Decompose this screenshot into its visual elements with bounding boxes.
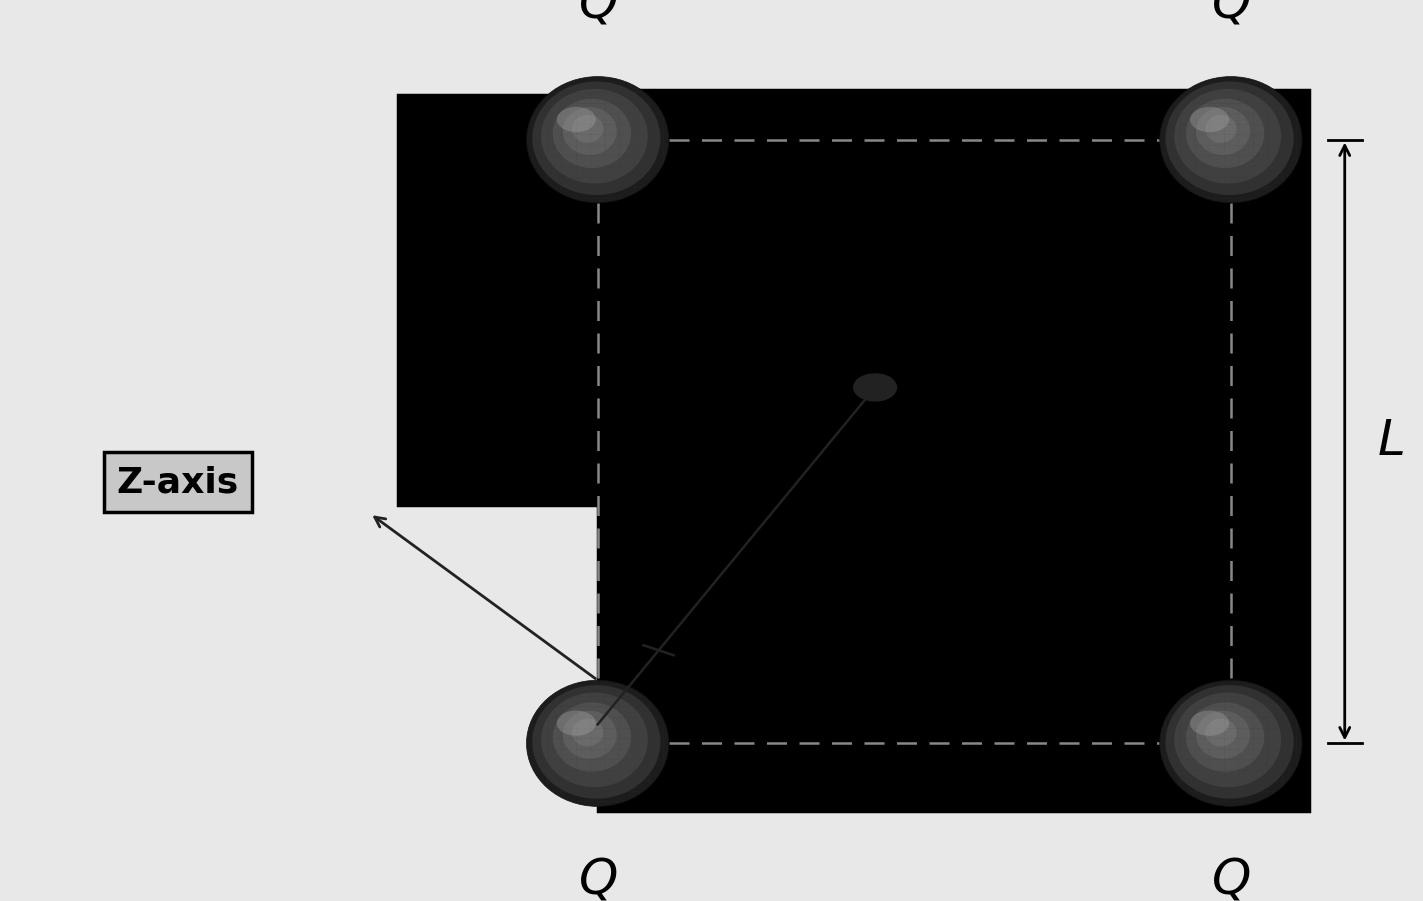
Bar: [598, 90, 1309, 811]
Ellipse shape: [1185, 703, 1264, 772]
Ellipse shape: [556, 107, 596, 132]
Text: $Q$: $Q$: [1211, 0, 1251, 27]
Ellipse shape: [1165, 81, 1294, 195]
Ellipse shape: [1195, 711, 1249, 759]
Text: $Q$: $Q$: [578, 0, 618, 27]
Ellipse shape: [1165, 685, 1294, 798]
Ellipse shape: [1185, 99, 1264, 168]
Text: $Q$: $Q$: [1211, 856, 1251, 901]
Ellipse shape: [562, 107, 616, 155]
Ellipse shape: [1174, 693, 1281, 787]
Ellipse shape: [1160, 680, 1302, 806]
Ellipse shape: [572, 115, 603, 142]
Text: $Q$: $Q$: [578, 856, 618, 901]
Ellipse shape: [527, 77, 669, 203]
Ellipse shape: [552, 703, 630, 772]
Ellipse shape: [541, 693, 647, 787]
Ellipse shape: [1205, 719, 1237, 746]
Ellipse shape: [552, 99, 630, 168]
Ellipse shape: [1190, 107, 1229, 132]
Circle shape: [854, 374, 896, 401]
Ellipse shape: [556, 711, 596, 736]
Ellipse shape: [572, 719, 603, 746]
Text: $L$: $L$: [1377, 417, 1405, 466]
Ellipse shape: [532, 81, 660, 195]
Ellipse shape: [562, 711, 616, 759]
Ellipse shape: [1174, 89, 1281, 184]
Ellipse shape: [1190, 711, 1229, 736]
Ellipse shape: [1195, 107, 1249, 155]
Bar: [398, 95, 647, 505]
Ellipse shape: [1160, 77, 1302, 203]
Ellipse shape: [1205, 115, 1237, 142]
Text: Z-axis: Z-axis: [117, 465, 239, 499]
Ellipse shape: [541, 89, 647, 184]
Ellipse shape: [532, 685, 660, 798]
Ellipse shape: [527, 680, 669, 806]
